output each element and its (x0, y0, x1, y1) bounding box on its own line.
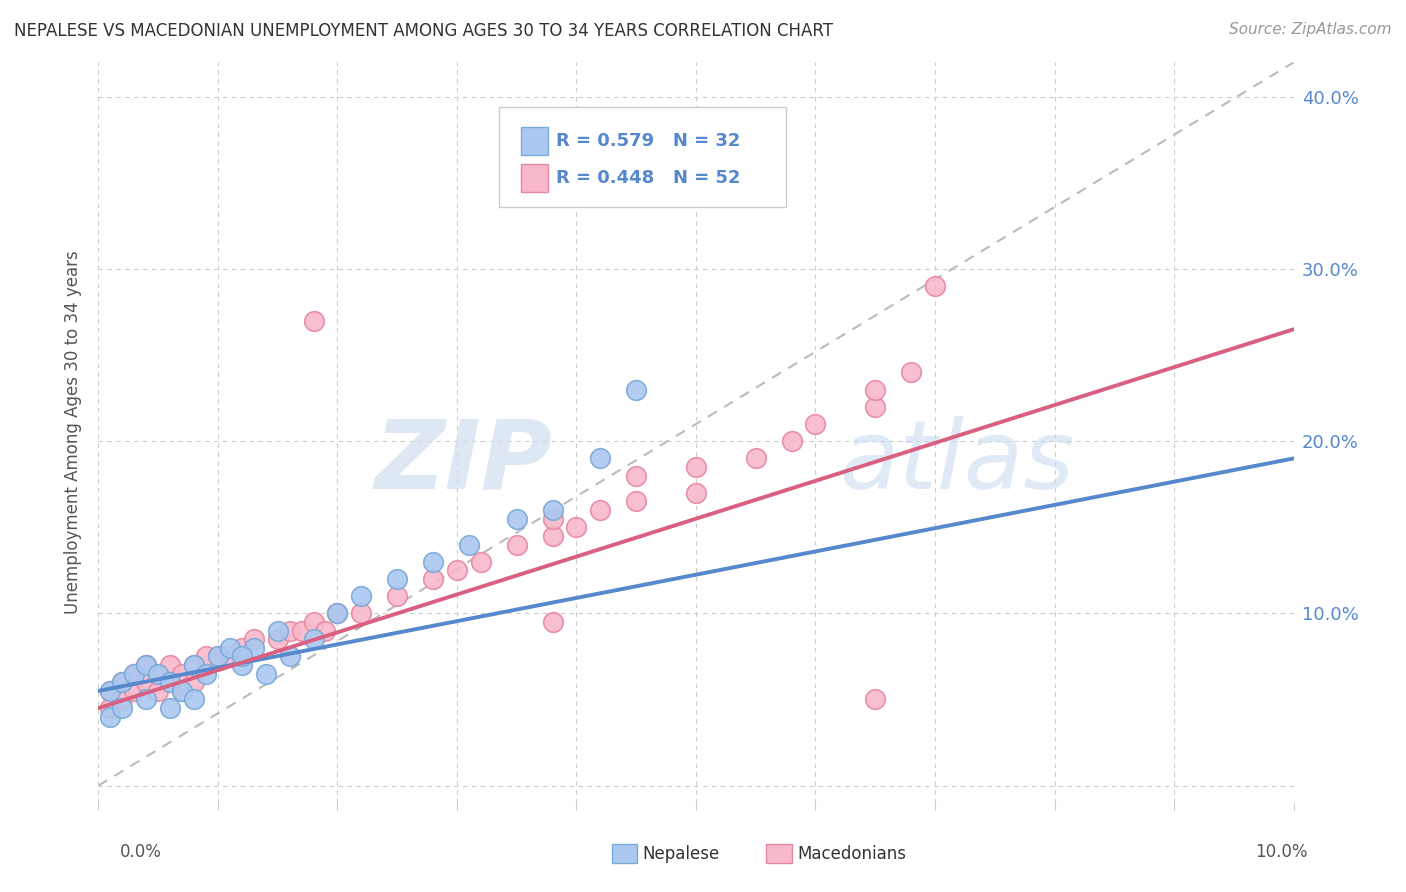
Point (159, 701, 181, 715)
Point (685, 486, 707, 500)
Point (326, 607, 349, 621)
Point (626, 494, 648, 508)
Point (326, 607, 349, 621)
Point (422, 555, 444, 569)
Point (446, 563, 468, 577)
Point (626, 468, 648, 483)
Point (541, 512, 564, 526)
Point (315, 624, 337, 638)
Point (172, 666, 194, 681)
Text: R = 0.579   N = 32: R = 0.579 N = 32 (557, 132, 741, 150)
Point (98, 709, 122, 723)
Point (900, 365, 922, 379)
Point (302, 632, 325, 647)
Point (565, 520, 588, 534)
Text: 10.0%: 10.0% (1256, 843, 1308, 861)
FancyBboxPatch shape (499, 107, 786, 207)
Point (243, 640, 266, 655)
Point (183, 658, 205, 673)
Point (183, 658, 205, 673)
Point (207, 649, 229, 664)
Point (159, 675, 181, 690)
Point (506, 512, 529, 526)
Point (183, 692, 205, 706)
Point (745, 451, 768, 466)
Point (172, 684, 194, 698)
Text: Source: ZipAtlas.com: Source: ZipAtlas.com (1229, 22, 1392, 37)
Point (98, 684, 122, 698)
Point (541, 124, 564, 138)
Point (924, 279, 946, 293)
Point (458, 537, 481, 551)
Point (350, 607, 373, 621)
Point (124, 666, 146, 681)
Point (135, 658, 157, 673)
Point (865, 383, 887, 397)
Point (541, 615, 564, 629)
Point (111, 675, 134, 690)
Text: Macedonians: Macedonians (797, 845, 907, 863)
Point (865, 692, 887, 706)
Text: 0.0%: 0.0% (120, 843, 162, 861)
Point (302, 314, 325, 328)
Point (111, 675, 134, 690)
Text: Nepalese: Nepalese (643, 845, 720, 863)
Point (589, 503, 612, 517)
Point (589, 451, 612, 466)
Point (254, 666, 277, 681)
Point (219, 640, 242, 655)
Point (195, 666, 218, 681)
Point (135, 692, 157, 706)
Point (541, 529, 564, 543)
Point (159, 675, 181, 690)
Point (159, 658, 181, 673)
Point (148, 666, 170, 681)
Point (231, 640, 253, 655)
Bar (522, 127, 548, 155)
Point (243, 632, 266, 647)
Point (267, 624, 290, 638)
Point (865, 400, 887, 414)
Point (111, 701, 134, 715)
Point (231, 649, 253, 664)
Point (267, 632, 290, 647)
Point (98, 701, 122, 715)
Point (111, 692, 134, 706)
Point (219, 649, 242, 664)
Point (422, 572, 444, 586)
Point (135, 675, 157, 690)
Point (506, 537, 529, 551)
Point (148, 684, 170, 698)
Text: R = 0.448   N = 52: R = 0.448 N = 52 (557, 169, 741, 187)
Point (385, 572, 409, 586)
Point (278, 624, 301, 638)
Point (541, 503, 564, 517)
Y-axis label: Unemployment Among Ages 30 to 34 years: Unemployment Among Ages 30 to 34 years (63, 251, 82, 615)
Point (302, 615, 325, 629)
Text: NEPALESE VS MACEDONIAN UNEMPLOYMENT AMONG AGES 30 TO 34 YEARS CORRELATION CHART: NEPALESE VS MACEDONIAN UNEMPLOYMENT AMON… (14, 22, 834, 40)
Point (124, 684, 146, 698)
Point (195, 649, 218, 664)
Point (780, 434, 803, 449)
Point (626, 383, 648, 397)
Bar (522, 164, 548, 192)
Text: ZIP: ZIP (374, 416, 553, 508)
Text: atlas: atlas (839, 416, 1074, 508)
Point (291, 624, 314, 638)
Point (470, 555, 492, 569)
Point (98, 684, 122, 698)
Point (148, 666, 170, 681)
Point (278, 649, 301, 664)
Point (124, 666, 146, 681)
Point (385, 589, 409, 603)
Point (207, 649, 229, 664)
Point (135, 658, 157, 673)
Point (685, 460, 707, 475)
Point (183, 675, 205, 690)
Point (350, 589, 373, 603)
Point (231, 658, 253, 673)
Point (172, 684, 194, 698)
Point (804, 417, 827, 431)
